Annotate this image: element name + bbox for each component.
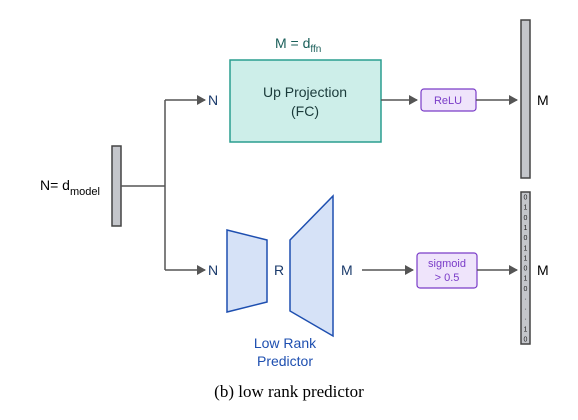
relu-label: ReLU bbox=[434, 95, 462, 107]
predictor-label-2: Predictor bbox=[257, 353, 313, 369]
sigmoid-label-1: sigmoid bbox=[428, 258, 466, 270]
lower-n-label: N bbox=[208, 262, 218, 278]
input-dim-label: N= dmodel bbox=[40, 177, 100, 198]
mask-cell: 0 bbox=[524, 286, 528, 293]
mask-cell: 1 bbox=[524, 326, 528, 333]
sigmoid-label-2: > 0.5 bbox=[435, 272, 460, 284]
up-projection-trapezoid bbox=[290, 196, 333, 336]
up-projection-label-2: (FC) bbox=[291, 103, 319, 119]
lower-m-label: M bbox=[341, 262, 353, 278]
mask-cell: 1 bbox=[524, 225, 528, 232]
mask-cell: · bbox=[524, 306, 526, 313]
mask-cell: 0 bbox=[524, 215, 528, 222]
down-projection-trapezoid bbox=[227, 230, 267, 312]
figure-caption: (b) low rank predictor bbox=[0, 382, 578, 402]
upper-output-bar bbox=[521, 20, 530, 178]
mask-cell: 1 bbox=[524, 276, 528, 283]
lower-output-label: M bbox=[537, 262, 549, 278]
mask-cell: 1 bbox=[524, 205, 528, 212]
mask-cell: 1 bbox=[524, 245, 528, 252]
mask-cell: 0 bbox=[524, 235, 528, 242]
mask-cell: 0 bbox=[524, 266, 528, 273]
input-vector-bar bbox=[112, 146, 121, 226]
mask-cell: · bbox=[524, 316, 526, 323]
predictor-label-1: Low Rank bbox=[254, 335, 317, 351]
mask-cell: 1 bbox=[524, 255, 528, 262]
up-projection-label-1: Up Projection bbox=[263, 84, 347, 100]
up-projection-box bbox=[230, 60, 381, 142]
binary-mask-bar: 0 1 0 1 0 1 1 0 1 0 · · · 1 0 bbox=[521, 192, 530, 344]
mask-cell: · bbox=[524, 296, 526, 303]
upper-n-label: N bbox=[208, 92, 218, 108]
mask-cell: 0 bbox=[524, 336, 528, 343]
rank-r-label: R bbox=[274, 262, 284, 278]
upper-output-label: M bbox=[537, 92, 549, 108]
mask-cell: 0 bbox=[524, 195, 528, 202]
m-dim-label: M = dffn bbox=[275, 35, 321, 55]
